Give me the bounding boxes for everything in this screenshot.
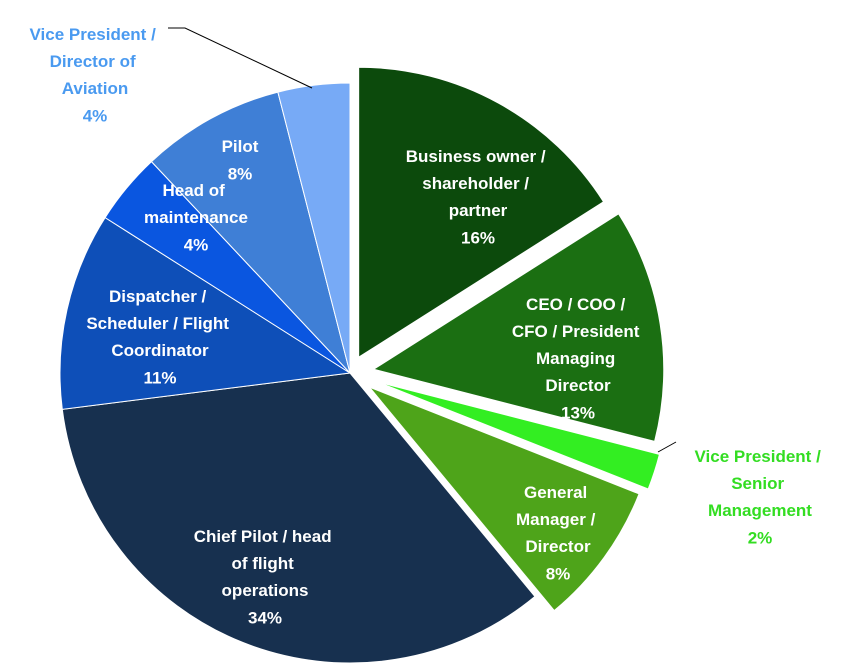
slice-label: Head of maintenance bbox=[144, 181, 248, 227]
slice-label: Vice President / Director of Aviation bbox=[29, 25, 160, 98]
slice-label: Business owner / shareholder / partner bbox=[406, 147, 551, 220]
leader-line bbox=[657, 441, 677, 453]
slice-label: Chief Pilot / head of flight operations bbox=[194, 527, 337, 600]
slice-label: Vice President / Senior Management bbox=[694, 447, 825, 520]
pie-slice bbox=[150, 91, 351, 374]
slice-label: CEO / COO / CFO / President Managing Dir… bbox=[512, 295, 644, 395]
slice-value-label: 13% bbox=[561, 403, 595, 422]
slice-value-label: 4% bbox=[184, 235, 209, 254]
pie-slice bbox=[369, 386, 640, 612]
labels: Business owner / shareholder / partner 16… bbox=[29, 25, 825, 627]
slices bbox=[59, 66, 665, 664]
slice-value-label: 34% bbox=[248, 608, 282, 627]
slice-value-label: 16% bbox=[461, 228, 495, 247]
pie-slice bbox=[372, 213, 665, 442]
slice-label: General Manager / Director bbox=[516, 483, 600, 556]
leader-line bbox=[168, 27, 313, 89]
slice-value-label: 8% bbox=[546, 564, 571, 583]
pie-slice bbox=[358, 66, 605, 359]
slice-value-label: 8% bbox=[228, 164, 253, 183]
pie-slice bbox=[61, 372, 536, 664]
slice-value-label: 11% bbox=[143, 368, 176, 387]
slice-label: Dispatcher / Scheduler / Flight Coordina… bbox=[86, 287, 233, 360]
pie-slice bbox=[378, 381, 661, 490]
slice-label: Pilot bbox=[222, 137, 259, 156]
slice-value-label: 4% bbox=[83, 106, 108, 125]
pie-slice bbox=[277, 82, 351, 374]
slice-value-label: 2% bbox=[748, 528, 773, 547]
pie-slice bbox=[59, 216, 352, 410]
